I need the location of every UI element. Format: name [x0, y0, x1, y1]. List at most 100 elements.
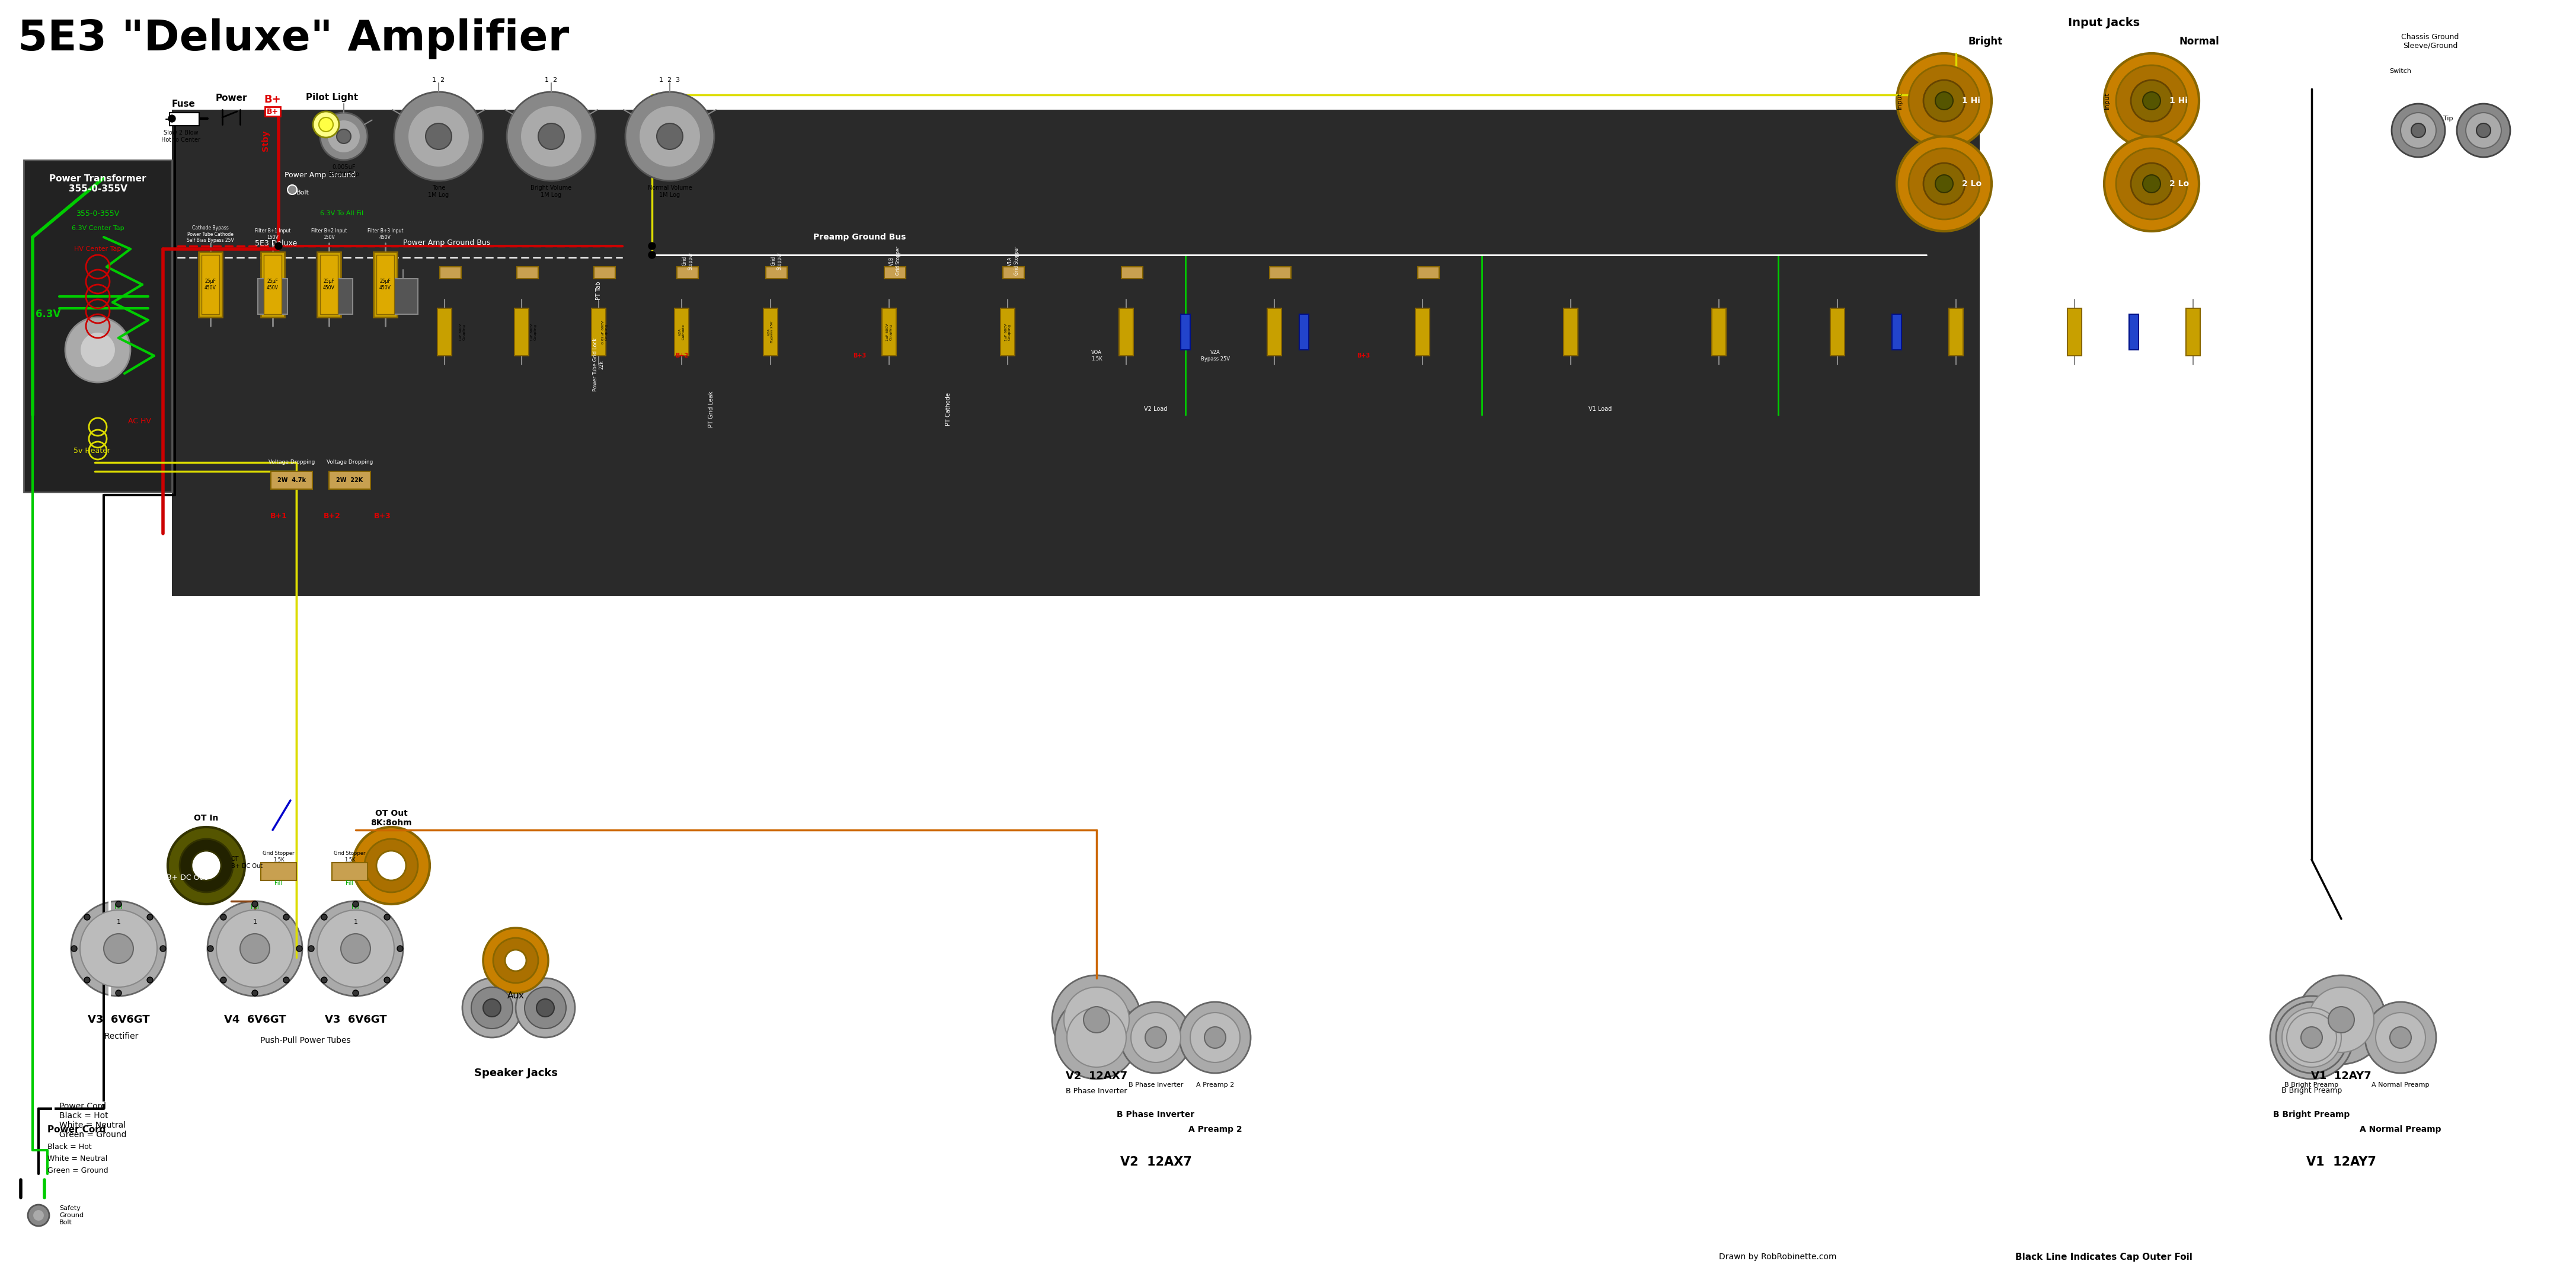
- Text: White = Neutral: White = Neutral: [46, 1156, 108, 1164]
- Circle shape: [340, 934, 371, 964]
- Text: B Phase Inverter: B Phase Inverter: [1118, 1111, 1195, 1119]
- Bar: [675, 308, 688, 356]
- Bar: [765, 266, 788, 279]
- Circle shape: [2269, 996, 2352, 1079]
- Text: Push-Pull Power Tubes: Push-Pull Power Tubes: [260, 1037, 350, 1044]
- Bar: [263, 255, 281, 314]
- Text: Fuse: Fuse: [173, 100, 196, 109]
- Circle shape: [1909, 65, 1981, 137]
- Circle shape: [28, 1204, 49, 1226]
- Circle shape: [639, 105, 701, 168]
- Text: Grid Stopper
1.5K: Grid Stopper 1.5K: [263, 851, 294, 863]
- Text: V1 Cathode
820Ω: V1 Cathode 820Ω: [2099, 247, 2110, 274]
- Circle shape: [1924, 81, 1965, 122]
- Circle shape: [1131, 1012, 1180, 1062]
- Text: A Normal Preamp: A Normal Preamp: [2360, 1125, 2442, 1134]
- Text: 1: 1: [353, 919, 358, 925]
- Text: 5E3 Deluxe: 5E3 Deluxe: [255, 239, 296, 247]
- Circle shape: [649, 242, 654, 250]
- Circle shape: [296, 946, 301, 951]
- Text: V1 Bypass 25V: V1 Bypass 25V: [2161, 244, 2166, 278]
- Circle shape: [626, 92, 714, 180]
- Text: B Phase Inverter: B Phase Inverter: [1066, 1087, 1128, 1094]
- Circle shape: [80, 910, 157, 987]
- Text: 25µF
450V: 25µF 450V: [379, 279, 392, 291]
- Text: V2A
Cathode: V2A Cathode: [677, 324, 685, 340]
- Bar: [884, 266, 907, 279]
- Bar: [881, 308, 896, 356]
- Text: B+3: B+3: [1358, 353, 1370, 358]
- Text: 2W  4.7k: 2W 4.7k: [278, 477, 307, 483]
- Text: V1  12AY7: V1 12AY7: [2306, 1156, 2375, 1167]
- Circle shape: [394, 92, 484, 180]
- Circle shape: [657, 123, 683, 150]
- Circle shape: [507, 92, 595, 180]
- Bar: [2130, 314, 2138, 349]
- Text: B Bright Preamp: B Bright Preamp: [2282, 1087, 2342, 1094]
- Text: Power Transformer
355-0-355V: Power Transformer 355-0-355V: [49, 174, 147, 193]
- Text: Power Amp Ground Bus: Power Amp Ground Bus: [402, 239, 489, 247]
- Text: 6.3V To All Fil: 6.3V To All Fil: [319, 210, 363, 216]
- Circle shape: [353, 901, 358, 908]
- Circle shape: [2375, 1012, 2427, 1062]
- Text: V1A
Grid Stopper: V1A Grid Stopper: [1007, 247, 1020, 275]
- Circle shape: [425, 123, 451, 150]
- Bar: [1950, 308, 1963, 356]
- Circle shape: [283, 914, 289, 920]
- Circle shape: [353, 827, 430, 904]
- Circle shape: [312, 111, 340, 137]
- Text: Normal Volume
1M Log: Normal Volume 1M Log: [647, 186, 693, 198]
- Bar: [440, 266, 461, 279]
- Circle shape: [319, 113, 368, 160]
- Circle shape: [2115, 148, 2187, 219]
- Bar: [260, 252, 283, 317]
- Text: B+3: B+3: [853, 353, 866, 358]
- Text: B+ DC Out: B+ DC Out: [167, 873, 206, 882]
- Circle shape: [283, 977, 289, 983]
- Circle shape: [2300, 1027, 2324, 1048]
- Circle shape: [322, 977, 327, 983]
- Bar: [2069, 308, 2081, 356]
- Text: 1 Hi: 1 Hi: [2169, 96, 2187, 105]
- Circle shape: [1190, 1012, 1239, 1062]
- Text: A Preamp 2: A Preamp 2: [1188, 1125, 1242, 1134]
- Bar: [23, 160, 173, 492]
- Bar: [1270, 266, 1291, 279]
- Text: Grid
Stopper: Grid Stopper: [683, 252, 693, 270]
- Circle shape: [80, 332, 116, 367]
- Circle shape: [2105, 54, 2200, 148]
- Circle shape: [384, 977, 389, 983]
- Circle shape: [1896, 137, 1991, 232]
- Bar: [265, 106, 281, 116]
- Circle shape: [2115, 65, 2187, 137]
- Bar: [762, 308, 778, 356]
- Circle shape: [240, 934, 270, 964]
- Bar: [438, 308, 451, 356]
- Circle shape: [2308, 987, 2375, 1052]
- Circle shape: [216, 910, 294, 987]
- Bar: [374, 252, 397, 317]
- Text: HV Center Tap: HV Center Tap: [75, 246, 121, 252]
- Bar: [1002, 266, 1025, 279]
- Text: 1: 1: [252, 919, 258, 925]
- Circle shape: [85, 977, 90, 983]
- Bar: [1121, 266, 1144, 279]
- Text: Fill: Fill: [350, 904, 361, 910]
- Bar: [1414, 308, 1430, 356]
- Text: Pilot Light: Pilot Light: [307, 93, 358, 102]
- Circle shape: [538, 123, 564, 150]
- Circle shape: [1121, 1002, 1190, 1073]
- Text: 5E3 "Deluxe" Amplifier: 5E3 "Deluxe" Amplifier: [18, 18, 569, 59]
- Bar: [1564, 308, 1579, 356]
- Text: 1  2: 1 2: [546, 77, 556, 83]
- Bar: [1713, 308, 1726, 356]
- Bar: [173, 110, 1981, 595]
- Text: PT Grid Leak: PT Grid Leak: [708, 390, 714, 428]
- Circle shape: [353, 991, 358, 996]
- Text: OT
B+ DC Out: OT B+ DC Out: [232, 856, 263, 869]
- Bar: [317, 252, 340, 317]
- Text: Chassis Ground
Sleeve/Ground: Chassis Ground Sleeve/Ground: [2401, 33, 2460, 50]
- Circle shape: [191, 851, 222, 881]
- Text: 6.3V Center Tap: 6.3V Center Tap: [72, 225, 124, 232]
- Text: Tone
1M Log: Tone 1M Log: [428, 186, 448, 198]
